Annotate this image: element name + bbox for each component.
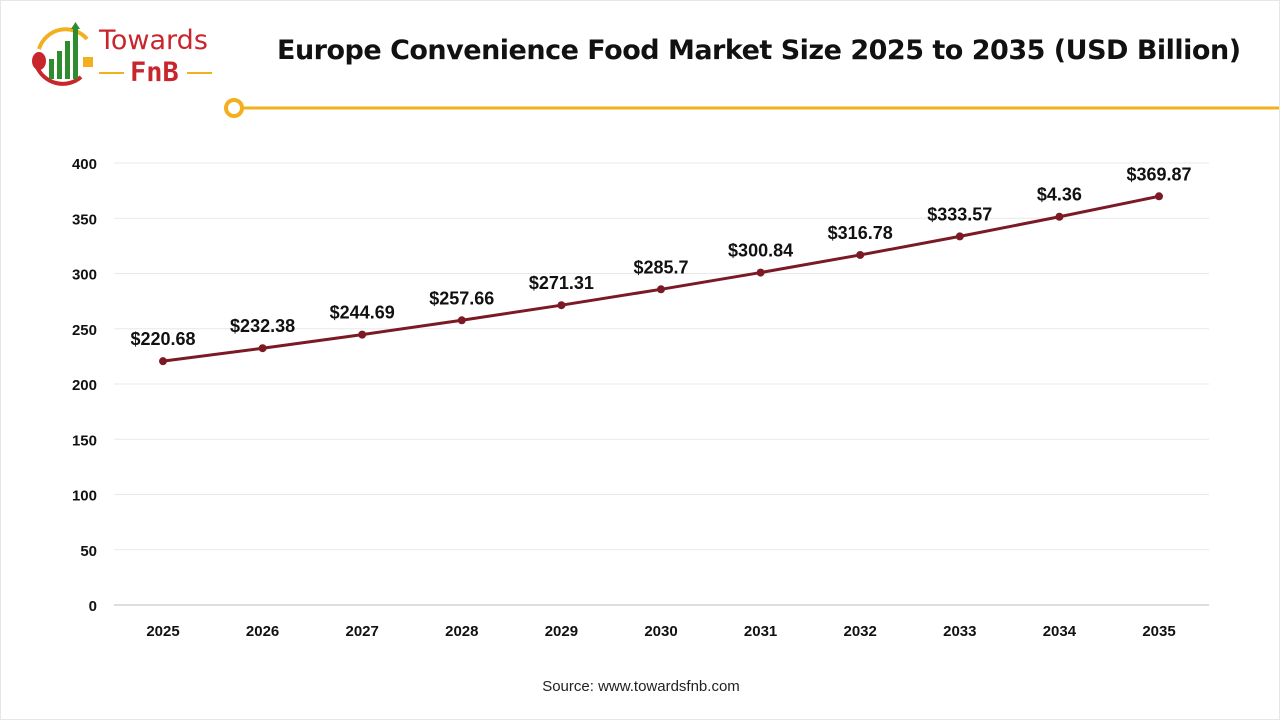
x-tick-label: 2032 <box>844 623 877 640</box>
y-tick-label: 0 <box>89 598 97 615</box>
logo-text-fnb: FnB <box>130 57 179 88</box>
x-tick-label: 2031 <box>744 623 777 640</box>
data-label: $244.69 <box>330 303 395 323</box>
towards-fnb-logo: Towards FnB <box>27 19 217 91</box>
series-line <box>162 194 1160 363</box>
data-label: $220.68 <box>130 329 195 349</box>
y-tick-label: 50 <box>80 543 97 560</box>
x-tick-label: 2026 <box>246 623 279 640</box>
x-tick-label: 2034 <box>1043 623 1077 640</box>
data-label: $333.57 <box>927 204 992 224</box>
data-label: $369.87 <box>1126 164 1191 184</box>
x-tick-label: 2035 <box>1142 623 1175 640</box>
x-tick-label: 2027 <box>346 623 379 640</box>
data-point <box>955 232 964 241</box>
y-tick-label: 250 <box>72 322 97 339</box>
logo-emblem-icon <box>32 22 93 86</box>
data-point <box>1155 192 1163 201</box>
y-tick-label: 300 <box>72 267 97 284</box>
data-point <box>557 301 566 310</box>
data-point <box>657 285 665 294</box>
data-point <box>457 316 466 325</box>
x-tick-label: 2030 <box>644 623 677 640</box>
x-tick-label: 2025 <box>146 623 179 640</box>
data-point <box>258 344 267 353</box>
data-point <box>159 357 167 366</box>
y-tick-label: 100 <box>72 488 97 505</box>
data-point <box>1055 212 1064 221</box>
data-label: $257.66 <box>429 288 494 308</box>
data-label: $316.78 <box>828 223 893 243</box>
data-label: $285.7 <box>633 257 688 277</box>
source-note: Source: www.towardsfnb.com <box>542 678 740 695</box>
data-label: $232.38 <box>230 316 295 336</box>
chart-title: Europe Convenience Food Market Size 2025… <box>277 35 1241 66</box>
data-label: $300.84 <box>728 241 793 261</box>
data-point <box>756 268 765 277</box>
title-divider <box>224 98 1279 118</box>
data-point <box>358 330 367 339</box>
divider-circle-icon <box>224 98 244 118</box>
y-tick-label: 150 <box>72 432 97 449</box>
y-tick-label: 400 <box>72 156 97 173</box>
x-tick-label: 2029 <box>545 623 578 640</box>
data-label: $4.36 <box>1037 185 1082 205</box>
x-tick-label: 2028 <box>445 623 478 640</box>
data-point <box>856 250 865 259</box>
data-label: $271.31 <box>529 273 594 293</box>
x-tick-label: 2033 <box>943 623 976 640</box>
y-tick-label: 200 <box>72 377 97 394</box>
y-tick-label: 350 <box>72 211 97 228</box>
logo-text-towards: Towards <box>99 25 208 56</box>
